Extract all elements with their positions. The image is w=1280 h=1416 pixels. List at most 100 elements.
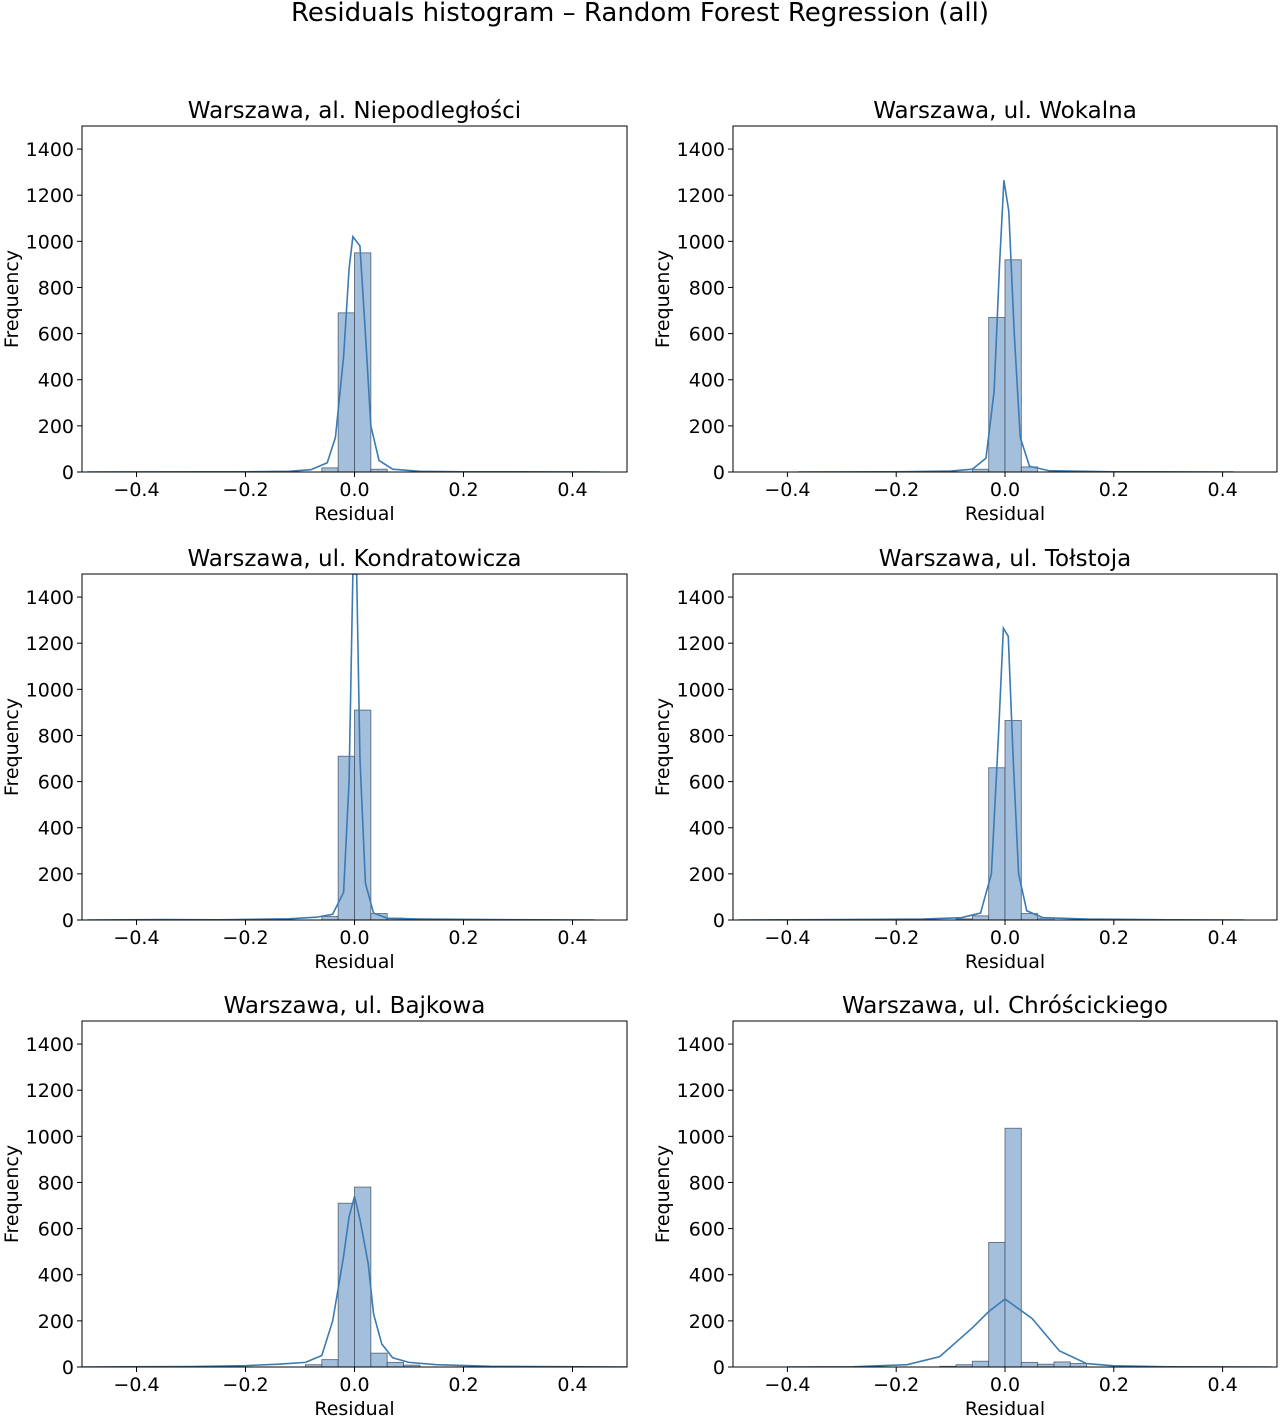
histogram-panel-1: −0.4 −0.2 0.0 0.2 0.4 0 200 400 600 800 1000 1200 14… (1, 98, 628, 525)
histogram-bar (321, 916, 339, 920)
x-tick-label: −0.2 (222, 479, 268, 501)
y-tick-label: 1400 (26, 587, 74, 609)
y-axis-label: Frequency (652, 698, 674, 796)
x-tick-label: −0.2 (873, 927, 919, 949)
kde-line (87, 234, 600, 472)
panel-title: Warszawa, al. Niepodległości (188, 98, 521, 124)
y-tick-label: 1400 (677, 1034, 725, 1056)
y-tick-label: 1000 (677, 679, 725, 701)
x-tick-label: 0.2 (448, 927, 478, 949)
y-tick-label: 600 (689, 1219, 725, 1241)
panel-title: Warszawa, ul. Tołstoja (879, 546, 1131, 572)
y-tick-label: 400 (689, 818, 725, 840)
y-tick-label: 0 (713, 462, 725, 484)
x-tick-label: −0.2 (222, 927, 268, 949)
y-tick-label: 0 (62, 1357, 74, 1379)
y-axis-label: Frequency (1, 1145, 23, 1243)
x-tick-label: 0.0 (339, 1374, 369, 1396)
histogram-bars (939, 1127, 1088, 1367)
y-tick-label: 1000 (26, 1126, 74, 1148)
histogram-bar (971, 1360, 990, 1367)
x-axis-label: Residual (965, 503, 1045, 525)
x-tick-label: 0.0 (990, 1374, 1020, 1396)
kde-line (82, 1196, 627, 1367)
y-tick-label: 1200 (26, 633, 74, 655)
x-tick-label: 0.2 (448, 1374, 478, 1396)
x-tick-label: 0.0 (990, 927, 1020, 949)
y-tick-label: 600 (38, 324, 74, 346)
histogram-bar (1069, 1363, 1088, 1367)
x-tick-label: 0.2 (1099, 927, 1129, 949)
histogram-panel-2: −0.4 −0.2 0.0 0.2 0.4 0 200 400 600 800 1000 1200 14… (652, 98, 1278, 525)
y-tick-label: 200 (38, 416, 74, 438)
histogram-bar (321, 1359, 339, 1367)
y-tick-label: 0 (713, 910, 725, 932)
y-tick-label: 800 (38, 725, 74, 747)
kde-line (798, 180, 1234, 472)
y-tick-label: 600 (689, 324, 725, 346)
y-tick-label: 400 (38, 370, 74, 392)
y-tick-label: 200 (689, 416, 725, 438)
y-tick-label: 1200 (26, 185, 74, 207)
y-axis-label: Frequency (652, 250, 674, 348)
y-tick-label: 400 (689, 370, 725, 392)
x-tick-label: 0.0 (990, 479, 1020, 501)
x-tick-label: 0.0 (339, 479, 369, 501)
y-tick-label: 1200 (677, 185, 725, 207)
histogram-bars (305, 1186, 421, 1367)
histogram-panel-4: −0.4 −0.2 0.0 0.2 0.4 0 200 400 600 800 1000 1200 14… (652, 546, 1278, 973)
y-tick-label: 1000 (677, 231, 725, 253)
x-tick-label: 0.0 (339, 927, 369, 949)
histogram-bar (988, 767, 1006, 920)
x-tick-label: 0.4 (557, 1374, 587, 1396)
x-axis-label: Residual (314, 503, 394, 525)
panel-title: Warszawa, ul. Chróścickiego (842, 993, 1168, 1019)
x-axis-label: Residual (314, 1398, 394, 1416)
histogram-bar (354, 1186, 372, 1367)
x-tick-label: −0.4 (113, 927, 159, 949)
y-tick-label: 1400 (677, 139, 725, 161)
y-tick-label: 1400 (677, 587, 725, 609)
y-tick-label: 200 (689, 864, 725, 886)
y-axis-label: Frequency (1, 698, 23, 796)
y-tick-label: 0 (62, 462, 74, 484)
y-axis-label: Frequency (1, 250, 23, 348)
x-tick-label: −0.2 (873, 1374, 919, 1396)
y-tick-label: 400 (38, 818, 74, 840)
x-tick-label: 0.2 (1099, 479, 1129, 501)
histogram-panel-5: −0.4 −0.2 0.0 0.2 0.4 0 200 400 600 800 1000 1200 14… (1, 993, 628, 1416)
panel-title: Warszawa, ul. Bajkowa (224, 993, 486, 1019)
histogram-bar (971, 915, 990, 920)
y-tick-label: 600 (38, 1219, 74, 1241)
x-tick-label: −0.2 (873, 479, 919, 501)
histogram-bar (1020, 1361, 1039, 1367)
histogram-bar (354, 252, 372, 472)
y-tick-label: 600 (38, 772, 74, 794)
x-tick-label: 0.2 (448, 479, 478, 501)
y-tick-label: 0 (713, 1357, 725, 1379)
histogram-bars (321, 252, 388, 472)
x-tick-label: −0.4 (764, 1374, 810, 1396)
y-tick-label: 800 (689, 277, 725, 299)
x-tick-label: 0.4 (557, 927, 587, 949)
x-tick-label: 0.2 (1099, 1374, 1129, 1396)
y-tick-label: 800 (38, 1172, 74, 1194)
y-tick-label: 1400 (26, 139, 74, 161)
panel-title: Warszawa, ul. Wokalna (873, 98, 1137, 124)
y-tick-label: 1200 (677, 633, 725, 655)
y-tick-label: 600 (689, 772, 725, 794)
histogram-bar (1004, 720, 1022, 920)
x-tick-label: −0.4 (113, 1374, 159, 1396)
histogram-bars (955, 720, 1055, 920)
histogram-panel-6: −0.4 −0.2 0.0 0.2 0.4 0 200 400 600 800 1000 1200 14… (652, 993, 1278, 1416)
y-tick-label: 1000 (677, 1126, 725, 1148)
y-tick-label: 1000 (26, 679, 74, 701)
x-tick-label: −0.2 (222, 1374, 268, 1396)
x-tick-label: −0.4 (764, 479, 810, 501)
histogram-bar (321, 467, 339, 472)
x-axis-label: Residual (965, 951, 1045, 973)
histogram-panel-3: −0.4 −0.2 0.0 0.2 0.4 0 200 400 600 800 1000 1200 14… (1, 546, 628, 973)
kde-line (738, 625, 1245, 920)
